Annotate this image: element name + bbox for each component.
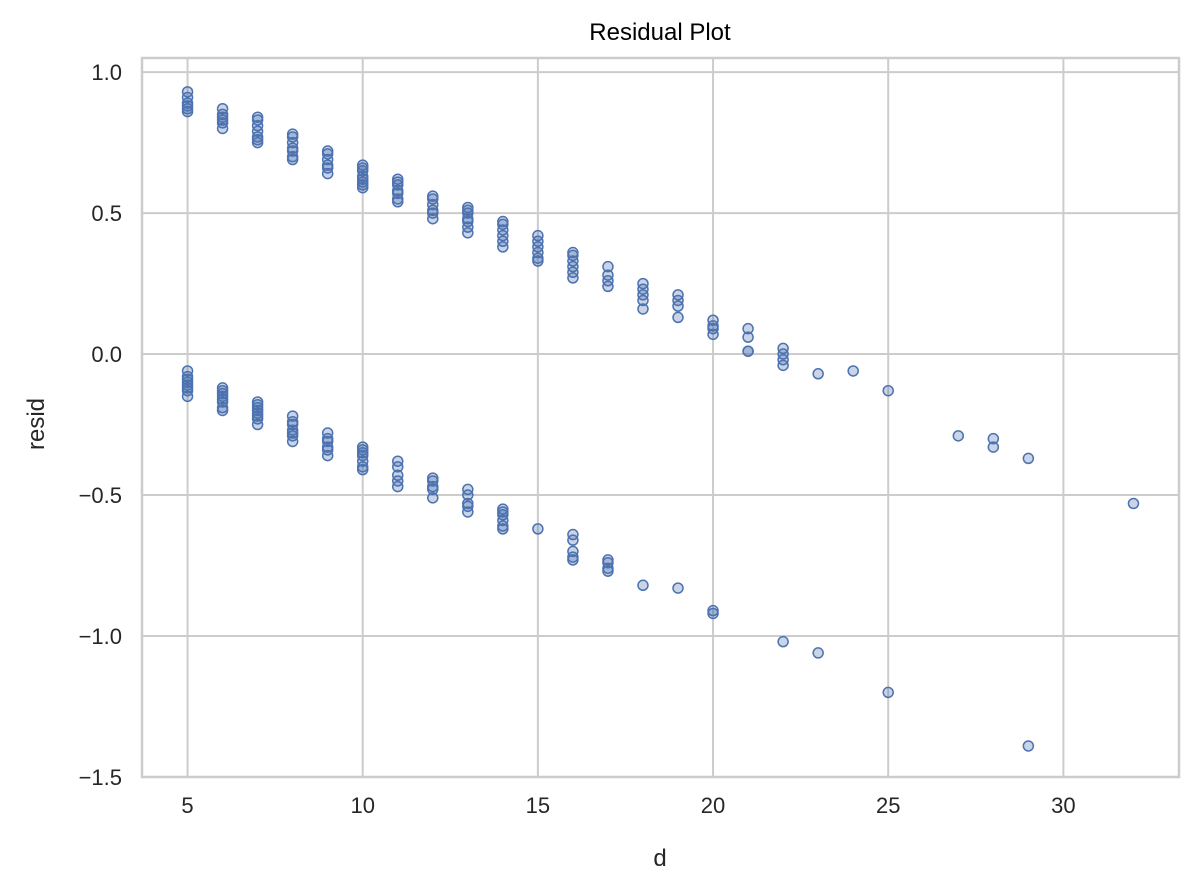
data-point xyxy=(532,523,544,535)
x-tick-labels: 5 10 15 20 25 30 xyxy=(181,793,1075,818)
x-tick-label: 5 xyxy=(181,793,193,818)
plot-frame xyxy=(140,56,1181,779)
data-point xyxy=(321,449,334,462)
data-point xyxy=(987,441,1000,453)
chart-title: Residual Plot xyxy=(589,19,731,46)
y-tick-label: −1.0 xyxy=(79,624,122,649)
data-point xyxy=(286,435,299,448)
data-point xyxy=(356,181,369,194)
data-point xyxy=(462,506,474,518)
data-point xyxy=(181,105,194,118)
x-tick-label: 10 xyxy=(350,793,374,818)
data-point xyxy=(567,272,579,284)
data-point xyxy=(567,534,579,546)
data-point xyxy=(532,255,544,267)
data-point xyxy=(391,196,404,208)
data-point xyxy=(707,607,719,620)
data-point xyxy=(356,463,369,476)
data-point xyxy=(812,647,824,659)
data-point xyxy=(637,294,649,307)
data-point xyxy=(812,368,824,380)
data-point xyxy=(847,365,859,377)
data-point xyxy=(427,212,439,225)
data-point xyxy=(286,153,299,166)
x-tick-label: 30 xyxy=(1051,793,1075,818)
data-point xyxy=(672,582,684,594)
y-axis-label: resid xyxy=(23,398,50,450)
data-point xyxy=(672,311,684,324)
x-tick-label: 15 xyxy=(526,793,550,818)
y-tick-label: −0.5 xyxy=(79,483,122,508)
data-point xyxy=(497,523,509,535)
data-point xyxy=(672,300,684,312)
data-point xyxy=(181,390,194,403)
y-tick-label: 1.0 xyxy=(91,60,122,85)
data-point xyxy=(321,167,334,180)
y-tick-labels: −1.5 −1.0 −0.5 0.0 0.5 1.0 xyxy=(79,60,122,790)
data-point xyxy=(952,430,965,442)
data-point xyxy=(497,241,509,253)
data-point xyxy=(251,136,264,149)
x-axis-label: d xyxy=(653,845,666,872)
data-point xyxy=(777,359,789,372)
scatter-points xyxy=(181,86,1140,752)
data-point xyxy=(742,345,754,357)
y-tick-label: 0.0 xyxy=(91,342,122,367)
data-point xyxy=(391,461,404,473)
data-point xyxy=(987,432,1000,445)
data-point xyxy=(882,686,894,699)
data-point xyxy=(391,480,404,493)
data-point xyxy=(777,635,789,648)
y-tick-label: 0.5 xyxy=(91,201,122,226)
data-point xyxy=(462,489,474,501)
data-point xyxy=(216,122,229,135)
data-point xyxy=(742,322,754,335)
data-point xyxy=(602,280,614,293)
data-point xyxy=(216,404,229,417)
data-point xyxy=(1022,740,1035,752)
data-point xyxy=(882,384,894,397)
data-point xyxy=(251,418,264,431)
data-point xyxy=(637,303,649,315)
data-point xyxy=(567,554,579,566)
data-point xyxy=(602,565,614,577)
data-point xyxy=(707,328,719,341)
data-point xyxy=(637,579,649,592)
data-point xyxy=(742,331,754,343)
data-point xyxy=(427,483,439,496)
data-point xyxy=(1127,497,1140,510)
data-point xyxy=(1022,452,1035,465)
data-point xyxy=(602,260,614,273)
x-tick-label: 20 xyxy=(701,793,725,818)
y-tick-label: −1.5 xyxy=(79,765,122,790)
data-point xyxy=(462,227,474,239)
x-tick-label: 25 xyxy=(876,793,900,818)
data-point xyxy=(427,492,439,504)
